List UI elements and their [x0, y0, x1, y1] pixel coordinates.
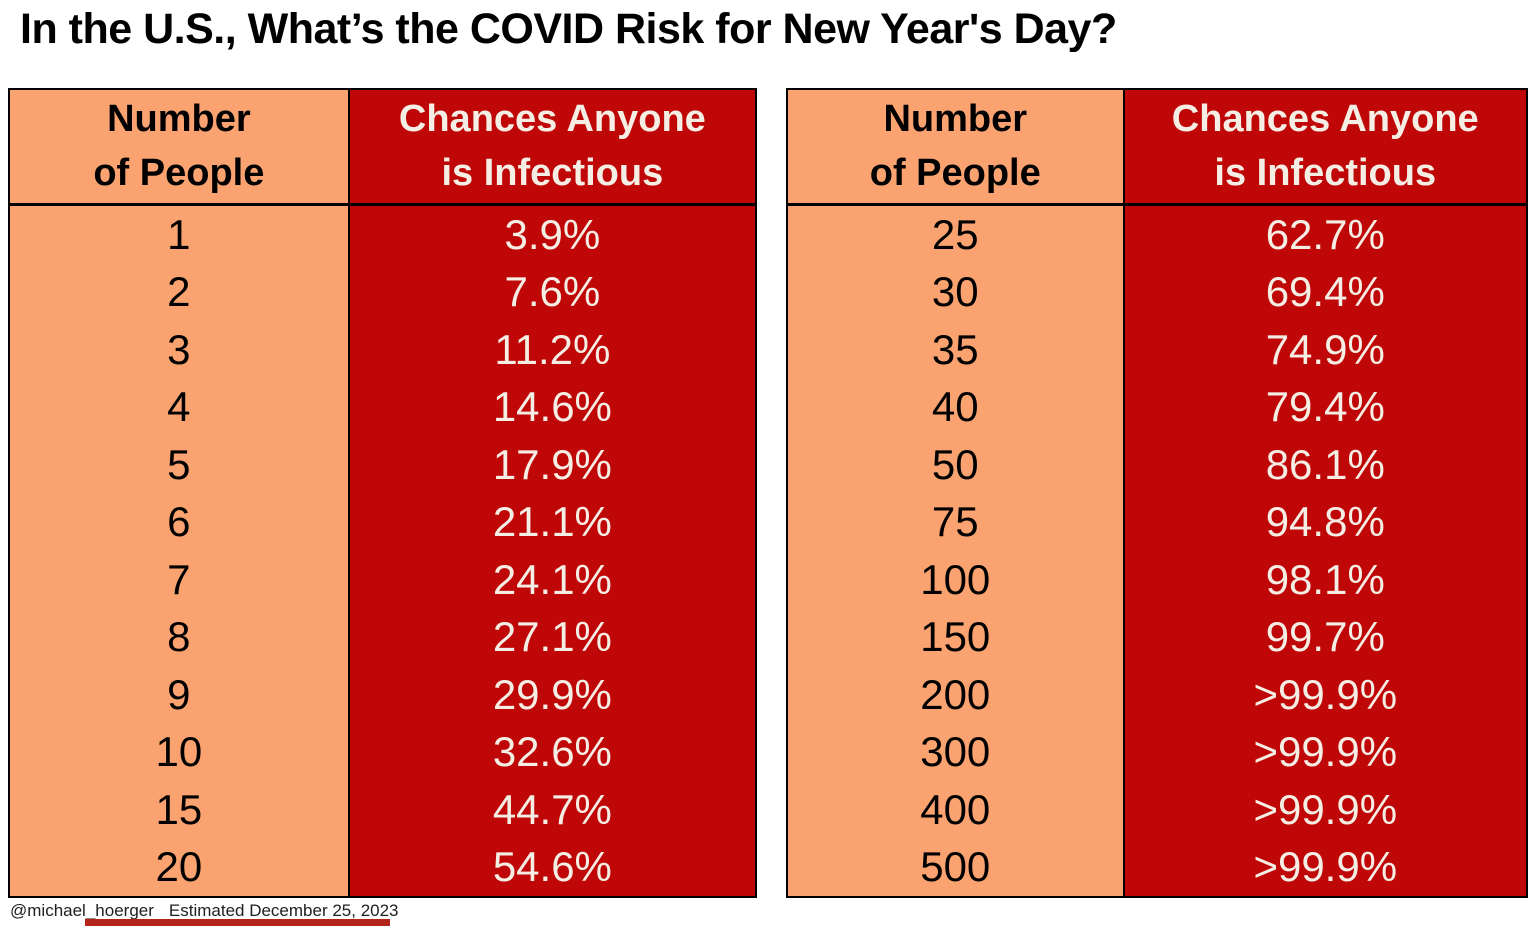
chance-cell: 27.1%: [349, 608, 755, 666]
chance-header-line2: is Infectious: [441, 151, 664, 194]
people-cell: 3: [10, 321, 350, 379]
people-cell: 10: [10, 723, 350, 781]
people-cell: 75: [788, 493, 1125, 551]
chance-cell: >99.9%: [1124, 838, 1526, 896]
people-cell: 20: [10, 838, 350, 896]
chance-cell: 24.1%: [349, 551, 755, 609]
people-header-line1: Number: [883, 97, 1028, 140]
chance-cell: 7.6%: [349, 263, 755, 321]
table-row: 300 >99.9%: [788, 723, 1526, 781]
chance-column-header: Chances Anyone is Infectious: [349, 90, 755, 203]
people-cell: 500: [788, 838, 1125, 896]
table-row: 4 14.6%: [10, 378, 755, 436]
table-header-row: Number of People Chances Anyone is Infec…: [10, 90, 755, 206]
risk-table-small-groups: Number of People Chances Anyone is Infec…: [8, 88, 757, 898]
chance-cell: 79.4%: [1124, 378, 1526, 436]
chance-cell: 98.1%: [1124, 551, 1526, 609]
table-body: 25 62.7% 30 69.4% 35 74.9% 40 79.4% 50 8…: [788, 206, 1526, 896]
page-title: In the U.S., What’s the COVID Risk for N…: [20, 5, 1117, 53]
table-body: 1 3.9% 2 7.6% 3 11.2% 4 14.6% 5 17.9% 6 …: [10, 206, 755, 896]
table-row: 1 3.9%: [10, 206, 755, 264]
chance-cell: 54.6%: [349, 838, 755, 896]
people-header-line2: of People: [869, 151, 1041, 194]
people-cell: 8: [10, 608, 350, 666]
table-header-row: Number of People Chances Anyone is Infec…: [788, 90, 1526, 206]
table-row: 30 69.4%: [788, 263, 1526, 321]
table-row: 400 >99.9%: [788, 781, 1526, 839]
people-cell: 4: [10, 378, 350, 436]
chance-cell: 99.7%: [1124, 608, 1526, 666]
table-row: 150 99.7%: [788, 608, 1526, 666]
people-cell: 5: [10, 436, 350, 494]
table-row: 100 98.1%: [788, 551, 1526, 609]
chance-header-line1: Chances Anyone: [1171, 97, 1479, 140]
table-row: 50 86.1%: [788, 436, 1526, 494]
table-row: 75 94.8%: [788, 493, 1526, 551]
table-row: 15 44.7%: [10, 781, 755, 839]
chance-header-line2: is Infectious: [1214, 151, 1437, 194]
chance-cell: >99.9%: [1124, 723, 1526, 781]
risk-table-large-groups: Number of People Chances Anyone is Infec…: [786, 88, 1528, 898]
chance-cell: 62.7%: [1124, 206, 1526, 264]
people-cell: 100: [788, 551, 1125, 609]
people-cell: 50: [788, 436, 1125, 494]
table-row: 6 21.1%: [10, 493, 755, 551]
people-column-header: Number of People: [788, 90, 1125, 203]
chance-cell: 14.6%: [349, 378, 755, 436]
table-row: 10 32.6%: [10, 723, 755, 781]
people-header-line2: of People: [93, 151, 265, 194]
table-row: 3 11.2%: [10, 321, 755, 379]
estimate-date: Estimated December 25, 2023: [168, 901, 399, 920]
chance-cell: 29.9%: [349, 666, 755, 724]
people-cell: 40: [788, 378, 1125, 436]
chance-cell: 86.1%: [1124, 436, 1526, 494]
table-row: 8 27.1%: [10, 608, 755, 666]
table-row: 35 74.9%: [788, 321, 1526, 379]
chance-cell: 69.4%: [1124, 263, 1526, 321]
table-row: 25 62.7%: [788, 206, 1526, 264]
attribution-footer: @michael_hoerger Estimated December 25, …: [10, 901, 399, 921]
table-row: 9 29.9%: [10, 666, 755, 724]
chance-header-line1: Chances Anyone: [398, 97, 706, 140]
chance-cell: 3.9%: [349, 206, 755, 264]
bottom-red-bar: [85, 919, 390, 926]
people-column-header: Number of People: [10, 90, 350, 203]
chance-cell: 11.2%: [349, 321, 755, 379]
table-row: 2 7.6%: [10, 263, 755, 321]
chance-column-header: Chances Anyone is Infectious: [1124, 90, 1526, 203]
people-cell: 1: [10, 206, 350, 264]
chance-cell: 17.9%: [349, 436, 755, 494]
chance-cell: 21.1%: [349, 493, 755, 551]
people-cell: 2: [10, 263, 350, 321]
people-cell: 25: [788, 206, 1125, 264]
table-row: 500 >99.9%: [788, 838, 1526, 896]
people-cell: 30: [788, 263, 1125, 321]
table-row: 200 >99.9%: [788, 666, 1526, 724]
people-cell: 150: [788, 608, 1125, 666]
chance-cell: 74.9%: [1124, 321, 1526, 379]
people-cell: 7: [10, 551, 350, 609]
people-cell: 35: [788, 321, 1125, 379]
table-row: 7 24.1%: [10, 551, 755, 609]
chance-cell: 94.8%: [1124, 493, 1526, 551]
chance-cell: >99.9%: [1124, 666, 1526, 724]
people-cell: 9: [10, 666, 350, 724]
chance-cell: 44.7%: [349, 781, 755, 839]
people-header-line1: Number: [107, 97, 251, 140]
chance-cell: 32.6%: [349, 723, 755, 781]
people-cell: 15: [10, 781, 350, 839]
table-row: 20 54.6%: [10, 838, 755, 896]
chance-cell: >99.9%: [1124, 781, 1526, 839]
people-cell: 300: [788, 723, 1125, 781]
table-row: 40 79.4%: [788, 378, 1526, 436]
table-row: 5 17.9%: [10, 436, 755, 494]
people-cell: 200: [788, 666, 1125, 724]
people-cell: 400: [788, 781, 1125, 839]
people-cell: 6: [10, 493, 350, 551]
author-handle: @michael_hoerger: [10, 901, 154, 920]
